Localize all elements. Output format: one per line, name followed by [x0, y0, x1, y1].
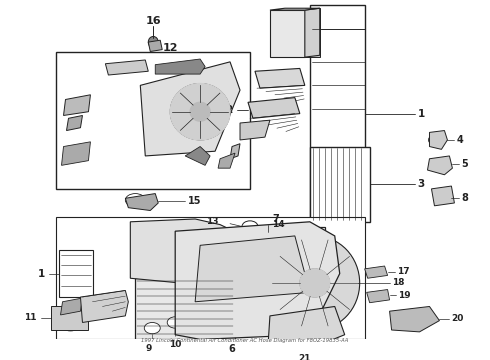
Ellipse shape [261, 233, 269, 243]
Polygon shape [125, 194, 158, 211]
Ellipse shape [403, 310, 426, 327]
Bar [310, 147, 369, 222]
Text: 19: 19 [397, 291, 410, 300]
Polygon shape [130, 219, 245, 283]
Text: 1: 1 [37, 269, 45, 279]
Text: 18: 18 [392, 278, 404, 287]
Bar [55, 53, 250, 189]
Polygon shape [140, 62, 240, 156]
Polygon shape [429, 131, 447, 149]
Polygon shape [300, 269, 330, 297]
Polygon shape [80, 291, 128, 323]
Polygon shape [218, 153, 235, 168]
Ellipse shape [242, 221, 258, 232]
Text: 1: 1 [417, 109, 425, 118]
Polygon shape [270, 8, 320, 10]
Polygon shape [155, 59, 205, 74]
Text: 12: 12 [163, 43, 178, 53]
Polygon shape [200, 226, 268, 278]
Polygon shape [305, 8, 320, 57]
Text: 5: 5 [462, 159, 468, 170]
Polygon shape [105, 60, 148, 75]
Ellipse shape [148, 36, 158, 48]
Text: 6: 6 [228, 344, 235, 354]
Polygon shape [190, 102, 210, 121]
Polygon shape [171, 84, 230, 140]
Ellipse shape [434, 189, 451, 202]
Text: 8: 8 [462, 193, 468, 203]
Ellipse shape [270, 236, 360, 330]
Polygon shape [432, 186, 454, 206]
Ellipse shape [283, 311, 327, 349]
Polygon shape [365, 266, 388, 278]
Polygon shape [148, 40, 162, 51]
Polygon shape [427, 156, 452, 175]
Bar [135, 278, 235, 339]
Ellipse shape [125, 194, 145, 207]
Text: 14: 14 [272, 220, 285, 229]
Polygon shape [64, 95, 91, 116]
Polygon shape [268, 306, 345, 349]
Text: 2: 2 [225, 105, 232, 115]
Text: 10: 10 [169, 339, 181, 348]
Text: 20: 20 [451, 314, 464, 323]
Polygon shape [248, 98, 300, 118]
Text: 13: 13 [206, 217, 218, 226]
Text: 4: 4 [456, 135, 463, 145]
Polygon shape [230, 144, 240, 159]
Polygon shape [390, 306, 440, 332]
Bar [310, 5, 365, 222]
Text: 17: 17 [396, 267, 409, 276]
Text: 1997 Lincoln Continental Air Conditioner AC Hose Diagram for F8OZ-19835-AA: 1997 Lincoln Continental Air Conditioner… [141, 338, 349, 342]
Polygon shape [61, 298, 82, 315]
Ellipse shape [167, 317, 183, 328]
Bar [58, 250, 94, 297]
Polygon shape [195, 236, 310, 302]
Ellipse shape [144, 323, 160, 334]
Bar [55, 217, 365, 339]
Polygon shape [67, 116, 82, 131]
Ellipse shape [428, 134, 444, 145]
Polygon shape [62, 142, 91, 165]
Polygon shape [185, 147, 210, 165]
Text: 9: 9 [145, 344, 151, 353]
Polygon shape [240, 120, 270, 140]
Text: 21: 21 [298, 354, 311, 360]
Text: 3: 3 [417, 179, 425, 189]
Ellipse shape [62, 320, 79, 331]
Bar [50, 306, 89, 330]
Text: 15: 15 [188, 196, 202, 206]
Polygon shape [367, 289, 390, 303]
Text: 7: 7 [272, 214, 279, 224]
Bar [265, 226, 325, 311]
Polygon shape [270, 10, 305, 57]
Text: 16: 16 [146, 17, 161, 26]
Text: 11: 11 [24, 313, 37, 322]
Polygon shape [175, 222, 340, 339]
Polygon shape [255, 68, 305, 88]
Bar [305, 8, 320, 57]
